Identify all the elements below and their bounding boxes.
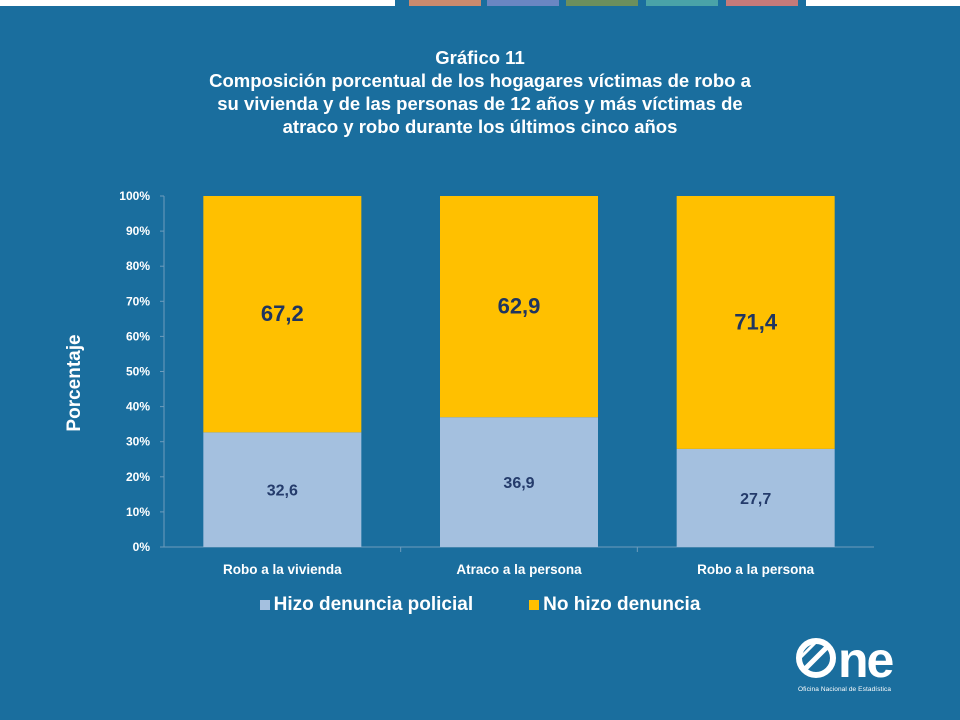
chart-title: Gráfico 11	[435, 47, 525, 68]
y-tick-label: 10%	[126, 505, 150, 519]
data-label: 27,7	[740, 491, 771, 508]
one-logo: ne Oficina Nacional de Estadística	[796, 632, 924, 694]
top-strip-segment	[0, 0, 395, 6]
x-tick-label: Robo a la persona	[697, 562, 815, 577]
y-tick-label: 40%	[126, 400, 150, 414]
legend-swatch-no-hizo-denuncia	[529, 600, 540, 610]
chart-subtitle-line-2: su vivienda y de las personas de 12 años…	[217, 93, 743, 114]
chart-title-block: Gráfico 11 Composición porcentual de los…	[100, 46, 860, 138]
legend-label-hizo-denuncia: Hizo denuncia policial	[273, 594, 474, 615]
top-strip-segment	[646, 0, 718, 6]
bar-no-hizo-denuncia	[203, 196, 362, 433]
y-tick-label: 0%	[133, 540, 151, 554]
bar-hizo-denuncia	[676, 448, 835, 547]
legend-swatch-hizo-denuncia	[259, 600, 270, 610]
legend-label-no-hizo-denuncia: No hizo denuncia	[543, 594, 701, 615]
y-tick-label: 30%	[126, 435, 150, 449]
logo-subtitle: Oficina Nacional de Estadística	[798, 686, 892, 693]
x-tick-label: Atraco a la persona	[456, 562, 582, 577]
bar-no-hizo-denuncia	[676, 196, 835, 449]
y-tick-label: 70%	[126, 294, 150, 308]
data-label: 32,6	[267, 483, 298, 500]
y-tick-label: 60%	[126, 329, 150, 343]
y-tick-label: 90%	[126, 224, 150, 238]
chart-legend: Hizo denuncia policial No hizo denuncia	[0, 594, 960, 616]
one-logo-mark: ne	[796, 632, 896, 688]
data-label: 62,9	[498, 294, 541, 319]
data-label: 67,2	[261, 301, 304, 326]
top-strip-segment	[487, 0, 559, 6]
y-tick-label: 80%	[126, 259, 150, 273]
top-strip-segment	[726, 0, 798, 6]
chart-subtitle-line-1: Composición porcentual de los hogagares …	[209, 70, 751, 91]
legend-item-no-hizo-denuncia: No hizo denuncia	[529, 594, 700, 616]
logo-brand-text: ne	[838, 632, 894, 688]
legend-item-hizo-denuncia: Hizo denuncia policial	[259, 594, 474, 616]
data-label: 71,4	[734, 309, 778, 334]
data-label: 36,9	[503, 475, 534, 492]
y-tick-label: 20%	[126, 470, 150, 484]
bar-no-hizo-denuncia	[440, 196, 598, 418]
top-strip-segment	[806, 0, 960, 6]
y-tick-label: 50%	[126, 365, 150, 379]
bar-hizo-denuncia	[203, 432, 362, 547]
top-decorative-strip	[0, 0, 960, 8]
top-strip-segment	[409, 0, 481, 6]
x-tick-label: Robo a la vivienda	[223, 562, 342, 577]
y-tick-label: 100%	[119, 189, 150, 203]
chart-subtitle-line-3: atraco y robo durante los últimos cinco …	[282, 116, 678, 137]
y-axis-title: Porcentaje	[64, 334, 85, 431]
bar-hizo-denuncia	[440, 417, 598, 547]
top-strip-segment	[566, 0, 638, 6]
